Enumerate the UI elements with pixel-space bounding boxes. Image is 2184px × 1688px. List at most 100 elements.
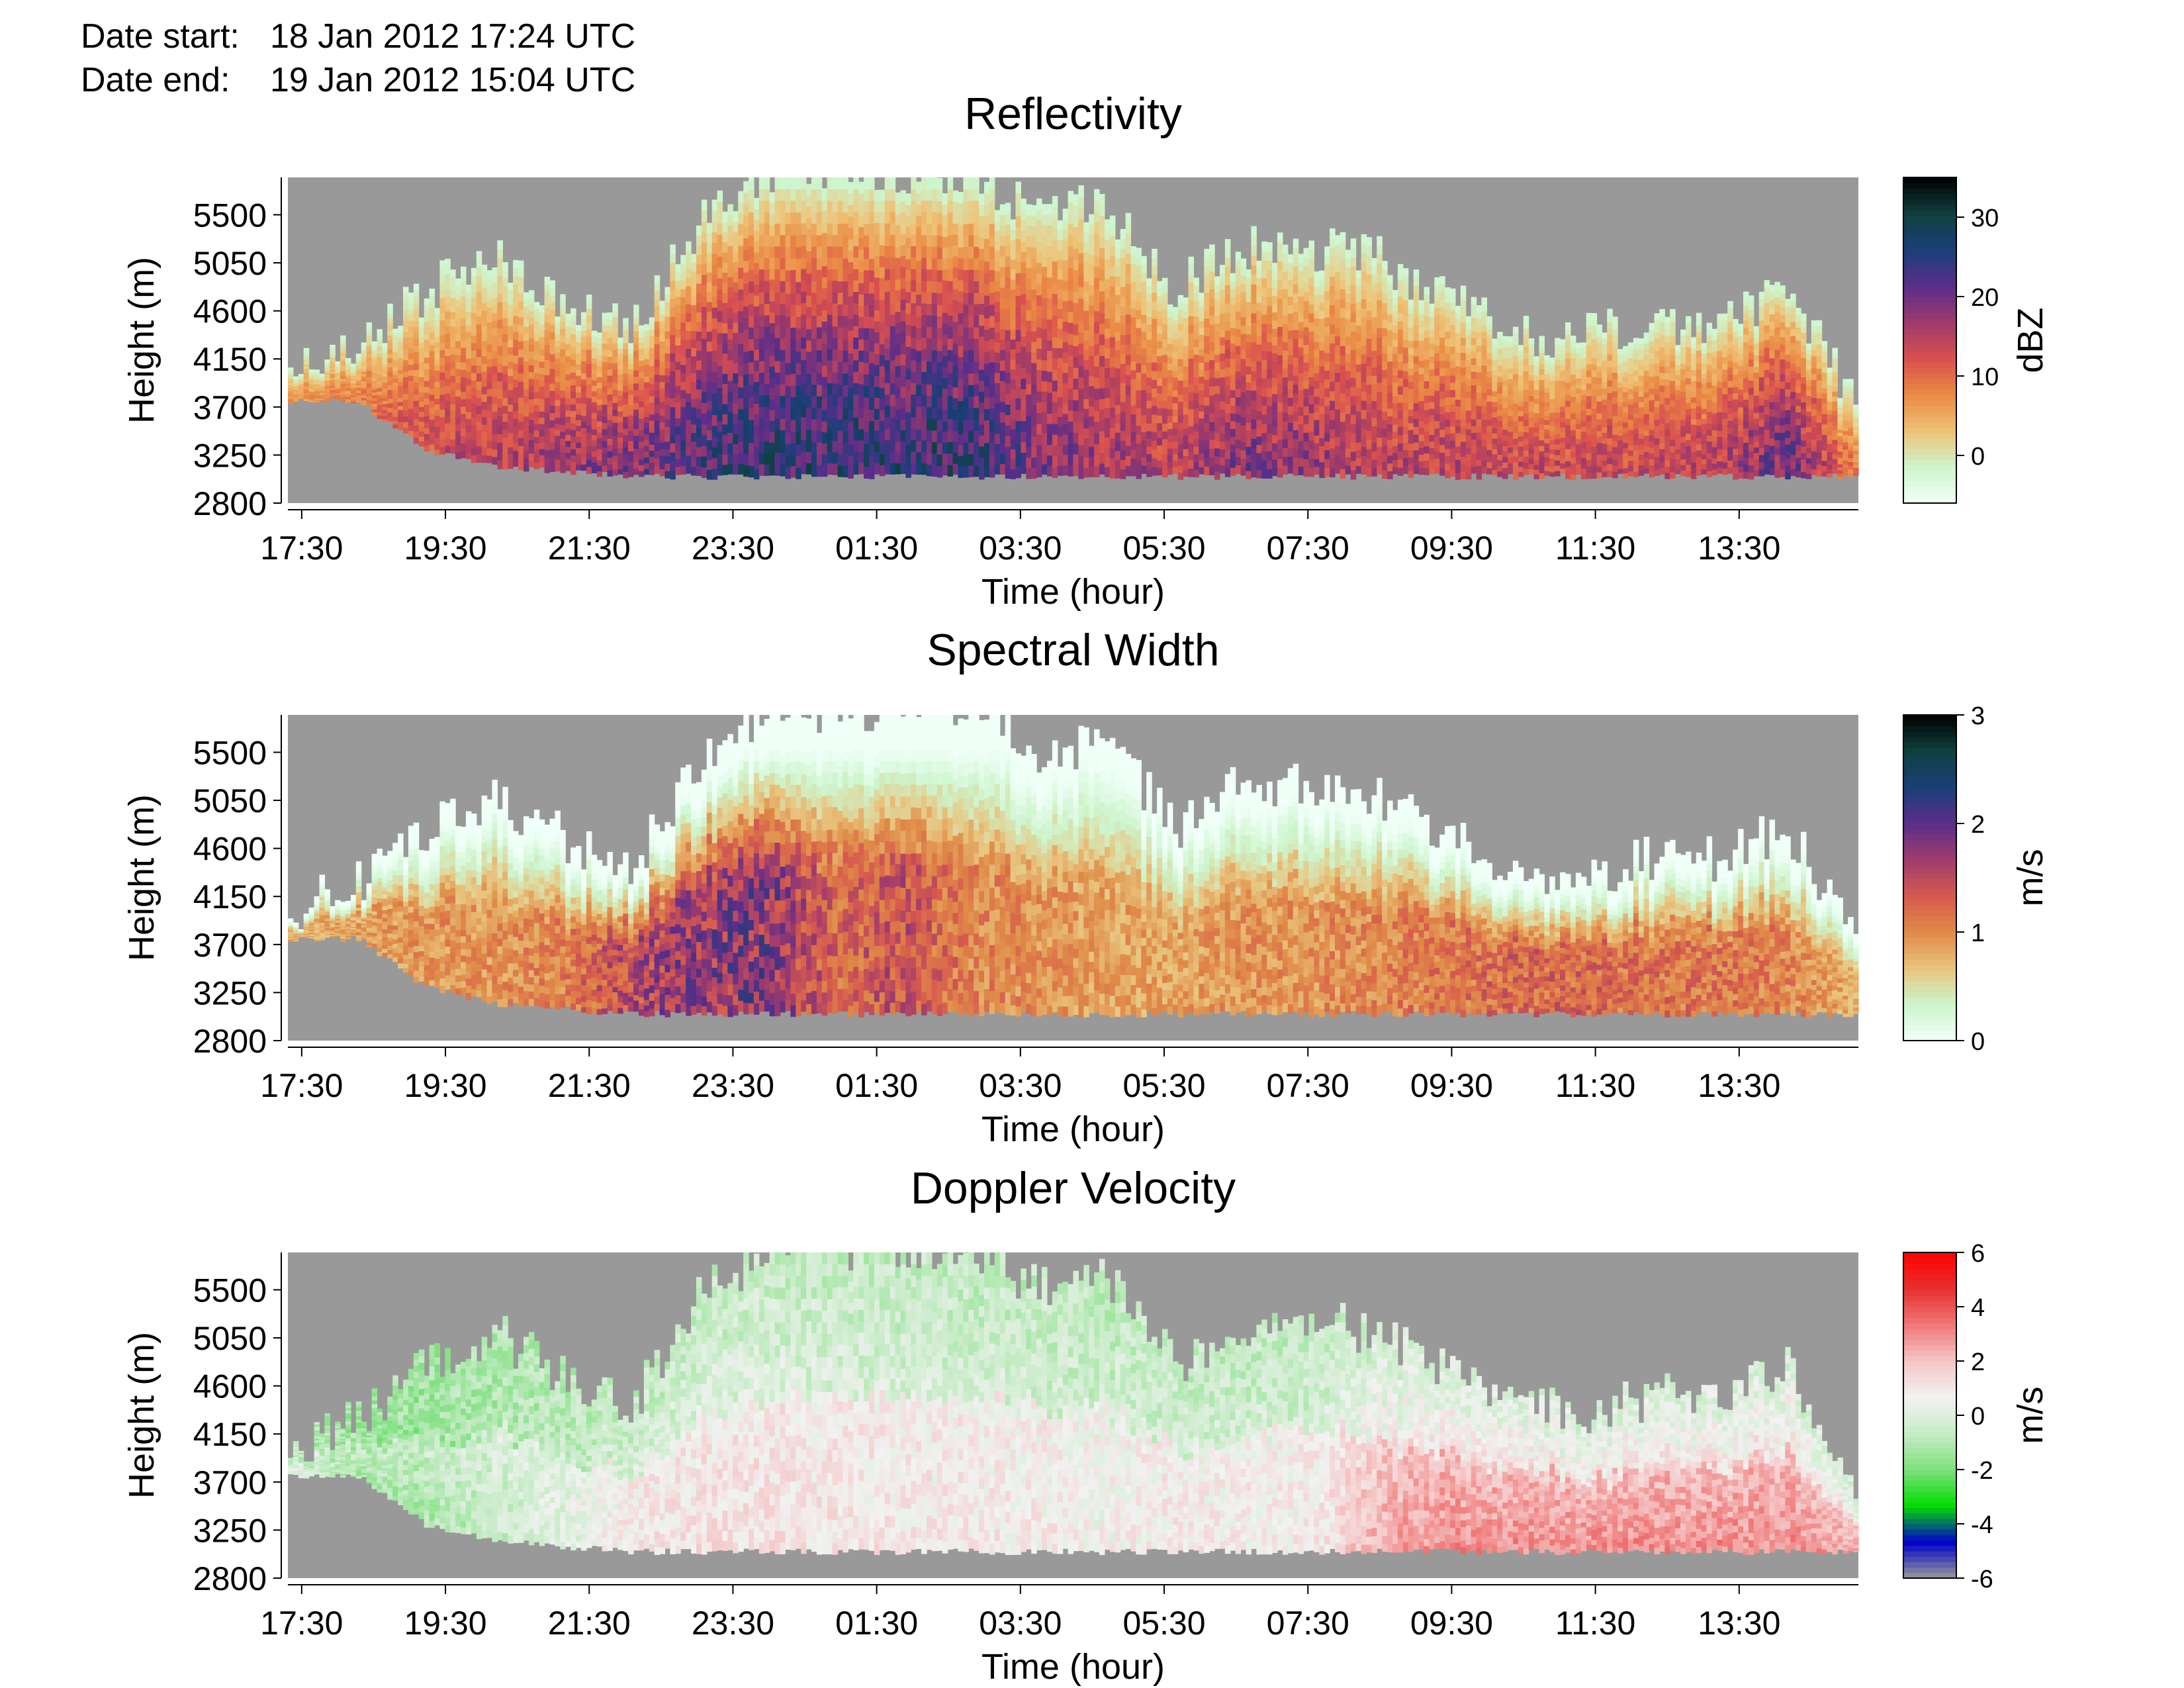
heatmap-cell xyxy=(424,363,430,369)
heatmap-cell xyxy=(570,353,576,359)
heatmap-cell xyxy=(633,396,639,403)
heatmap-cell xyxy=(560,466,566,473)
heatmap-cell xyxy=(628,425,634,430)
heatmap-cell xyxy=(518,333,524,342)
heatmap-cell xyxy=(565,399,571,405)
heatmap-cell xyxy=(565,374,571,381)
heatmap-cell xyxy=(639,349,645,355)
heatmap-cell xyxy=(387,349,393,353)
heatmap-cell xyxy=(466,372,472,379)
heatmap-cell xyxy=(581,379,587,386)
heatmap-cell xyxy=(445,393,451,401)
heatmap-cell xyxy=(435,353,441,359)
heatmap-cell xyxy=(424,434,430,440)
heatmap-cell xyxy=(539,424,545,430)
heatmap-cell xyxy=(597,438,603,444)
heatmap-cell xyxy=(612,436,618,443)
heatmap-cell xyxy=(455,424,461,432)
heatmap-cell xyxy=(628,420,634,426)
heatmap-cell xyxy=(586,343,592,350)
heatmap-cell xyxy=(382,389,388,392)
heatmap-cell xyxy=(597,460,603,466)
heatmap-cell xyxy=(581,391,587,398)
heatmap-cell xyxy=(539,380,545,387)
heatmap-cell xyxy=(497,346,503,355)
heatmap-cell xyxy=(608,445,614,451)
heatmap-cell xyxy=(633,383,639,391)
heatmap-cell xyxy=(367,326,373,329)
heatmap-cell xyxy=(482,310,488,318)
heatmap-cell xyxy=(471,350,477,358)
heatmap-cell xyxy=(392,394,398,398)
heatmap-cell xyxy=(639,383,645,389)
heatmap-cell xyxy=(492,426,498,434)
heatmap-cell xyxy=(439,417,445,425)
heatmap-cell xyxy=(555,370,561,377)
heatmap-cell xyxy=(545,435,551,443)
heatmap-cell xyxy=(581,349,587,355)
heatmap-cell xyxy=(424,369,430,375)
heatmap-cell xyxy=(592,369,598,375)
heatmap-cell xyxy=(466,338,472,346)
heatmap-cell xyxy=(466,392,472,399)
heatmap-cell xyxy=(550,324,556,332)
heatmap-cell xyxy=(445,386,451,394)
heatmap-cell xyxy=(492,396,498,404)
heatmap-cell xyxy=(502,398,508,406)
heatmap-cell xyxy=(387,381,393,385)
heatmap-cell xyxy=(382,385,388,389)
heatmap-cell xyxy=(466,432,472,440)
heatmap-cell xyxy=(361,348,367,350)
heatmap-cell xyxy=(555,364,561,371)
heatmap-cell xyxy=(518,430,524,438)
heatmap-cell xyxy=(534,385,540,392)
heatmap-cell xyxy=(471,395,477,403)
heatmap-cell xyxy=(612,376,618,383)
heatmap-cell xyxy=(450,361,456,369)
heatmap-cell xyxy=(477,300,482,308)
heatmap-cell xyxy=(612,389,618,397)
heatmap-cell xyxy=(633,390,639,397)
heatmap-cell xyxy=(497,320,503,329)
heatmap-cell xyxy=(612,350,618,357)
heatmap-cell xyxy=(534,424,540,430)
heatmap-cell xyxy=(392,401,398,405)
heatmap-cell xyxy=(534,302,540,308)
heatmap-cell xyxy=(372,406,378,410)
heatmap-cell xyxy=(576,437,582,443)
heatmap-cell xyxy=(513,284,519,293)
heatmap-cell xyxy=(592,407,598,413)
heatmap-cell xyxy=(592,375,598,381)
heatmap-cell xyxy=(408,342,414,348)
heatmap-cell xyxy=(628,445,634,451)
heatmap-cell xyxy=(471,455,477,463)
heatmap-cell xyxy=(408,331,414,337)
heatmap-cell xyxy=(586,391,592,399)
heatmap-cell xyxy=(639,337,645,343)
heatmap-cell xyxy=(508,290,514,297)
heatmap-cell xyxy=(534,437,540,444)
heatmap-cell xyxy=(439,387,445,395)
heatmap-cell xyxy=(523,327,529,334)
heatmap-cell xyxy=(639,459,645,465)
heatmap-cell xyxy=(518,381,524,390)
heatmap-cell xyxy=(555,459,561,466)
heatmap-cell xyxy=(513,268,519,277)
heatmap-cell xyxy=(482,394,488,402)
heatmap-cell xyxy=(419,397,425,402)
heatmap-cell xyxy=(450,277,456,284)
heatmap-cell xyxy=(523,334,529,341)
heatmap-cell xyxy=(414,388,420,395)
heatmap-cell xyxy=(633,363,639,371)
heatmap-cell xyxy=(445,355,451,363)
heatmap-cell xyxy=(597,371,603,377)
heatmap-cell xyxy=(482,379,488,387)
heatmap-cell xyxy=(471,447,477,455)
heatmap-cell xyxy=(487,322,493,330)
heatmap-cell xyxy=(377,333,383,337)
heatmap-cell xyxy=(461,326,467,334)
heatmap-cell xyxy=(518,357,524,366)
heatmap-cell xyxy=(534,462,540,469)
heatmap-cell xyxy=(570,372,576,379)
heatmap-cell xyxy=(466,352,472,359)
